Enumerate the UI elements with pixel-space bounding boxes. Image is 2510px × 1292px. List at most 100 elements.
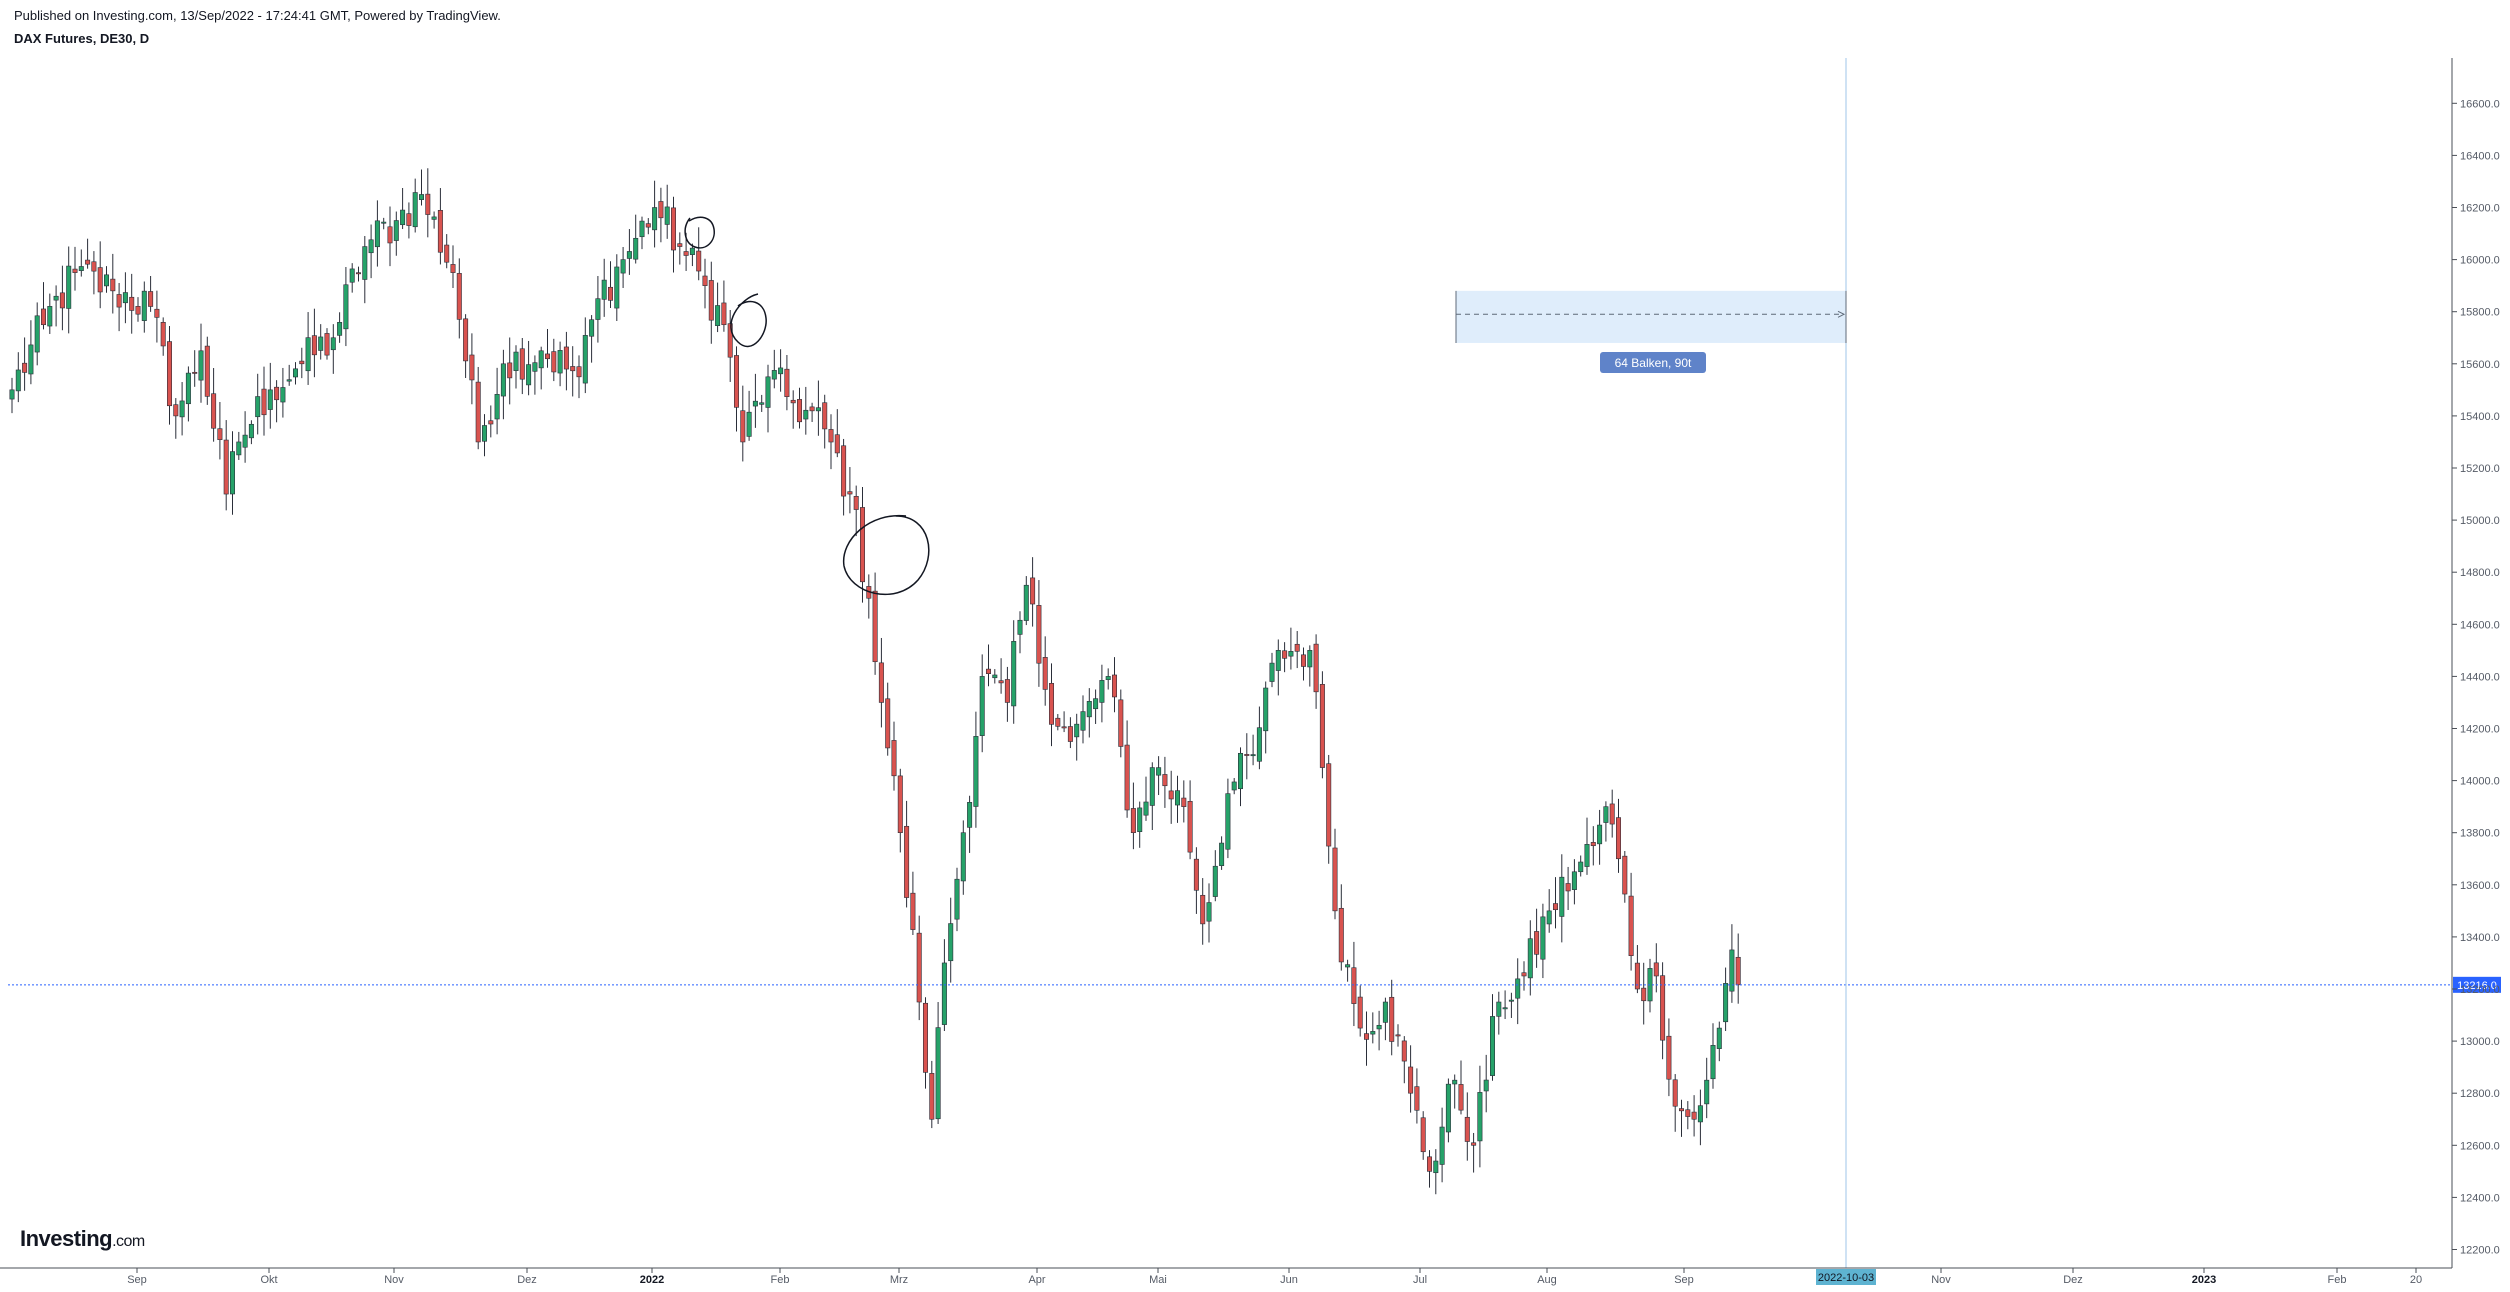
candle-body	[532, 362, 538, 372]
candle-body	[97, 267, 103, 293]
candle-body	[1439, 1126, 1445, 1165]
x-tick-label: Aug	[1537, 1274, 1557, 1286]
candle-body	[412, 192, 418, 228]
candle-body	[1616, 817, 1622, 860]
candle-body	[167, 341, 173, 407]
candle-body	[702, 275, 708, 286]
candle-body	[1256, 727, 1262, 762]
candle-body	[1313, 643, 1319, 693]
candle-body	[173, 404, 179, 417]
candle-body	[1697, 1105, 1703, 1123]
y-tick-label: 14800.0	[2460, 567, 2500, 579]
candle-body	[324, 333, 330, 356]
candle-body	[1030, 577, 1036, 605]
candle-body	[1200, 894, 1206, 925]
candle-body	[778, 367, 784, 375]
candle-body	[1061, 726, 1067, 729]
x-tick-label: 2023	[2192, 1274, 2216, 1286]
candle-body	[979, 676, 985, 736]
x-tick-label: Okt	[260, 1274, 277, 1286]
candle-body	[261, 388, 267, 416]
candle-body	[1490, 1016, 1496, 1076]
candle-body	[1527, 938, 1533, 979]
candle-body	[1515, 978, 1521, 999]
candle-body	[1219, 842, 1225, 866]
x-tick-label: Sep	[127, 1274, 147, 1286]
y-tick-label: 14000.0	[2460, 776, 2500, 788]
candle-body	[1603, 806, 1609, 823]
candle-body	[242, 434, 248, 448]
candle-body	[349, 268, 355, 283]
candle-body	[1710, 1045, 1716, 1080]
candle-body	[589, 319, 595, 337]
candle-body	[1691, 1111, 1697, 1120]
candle-body	[9, 389, 15, 400]
candle-body	[1017, 619, 1023, 635]
candle-body	[689, 247, 695, 255]
y-tick-label: 14600.0	[2460, 619, 2500, 631]
candle-body	[463, 318, 469, 362]
candle-body	[1105, 676, 1111, 680]
candle-body	[1716, 1027, 1722, 1049]
candle-body	[223, 439, 229, 495]
candle-body	[834, 434, 840, 454]
candle-body	[878, 662, 884, 703]
candle-body	[1672, 1079, 1678, 1107]
projection-date-label: 2022-10-03	[1818, 1272, 1874, 1284]
y-tick-label: 16600.0	[2460, 98, 2500, 110]
candle-body	[1357, 996, 1363, 1029]
candle-body	[1521, 972, 1527, 977]
candle-body	[841, 445, 847, 497]
candle-body	[1452, 1079, 1458, 1085]
candle-body	[204, 345, 210, 397]
candle-body	[1067, 726, 1073, 742]
candle-body	[141, 290, 147, 321]
y-tick-label: 15400.0	[2460, 411, 2500, 423]
candle-body	[1559, 876, 1565, 917]
candle-body	[1464, 1116, 1470, 1142]
candle-body	[494, 394, 500, 420]
candle-body	[954, 878, 960, 920]
y-tick-label: 12800.0	[2460, 1088, 2500, 1100]
candle-body	[941, 962, 947, 1025]
candle-body	[853, 496, 859, 510]
candle-body	[1238, 752, 1244, 790]
candle-body	[355, 272, 361, 275]
y-tick-label: 15200.0	[2460, 463, 2500, 475]
candle-body	[337, 322, 343, 336]
candle-body	[248, 423, 254, 439]
candles-layer	[9, 168, 1741, 1195]
x-tick-label: Mrz	[890, 1274, 908, 1286]
candle-body	[551, 351, 557, 373]
candle-body	[1345, 964, 1351, 968]
candle-body	[1427, 1156, 1433, 1172]
candle-body	[217, 428, 223, 440]
candle-body	[570, 366, 576, 372]
candle-body	[34, 315, 40, 353]
candle-body	[122, 292, 128, 304]
candle-body	[1143, 801, 1149, 816]
candle-body	[1175, 790, 1181, 806]
candle-body	[1364, 1033, 1370, 1040]
x-tick-label: Dez	[517, 1274, 537, 1286]
candle-body	[904, 825, 910, 898]
candle-body	[1420, 1117, 1426, 1153]
candle-body	[727, 323, 733, 358]
candle-body	[1307, 650, 1313, 668]
candle-body	[1401, 1040, 1407, 1062]
candle-body	[809, 406, 815, 412]
candle-body	[1080, 711, 1086, 731]
candle-body	[330, 337, 336, 351]
candle-body	[998, 680, 1004, 684]
candle-body	[1004, 679, 1010, 703]
candle-body	[286, 379, 292, 382]
candle-body	[22, 362, 28, 373]
annotation-circle-1	[684, 216, 715, 249]
candle-body	[759, 402, 765, 405]
candle-body	[1263, 687, 1269, 732]
candle-body	[1338, 907, 1344, 963]
candle-body	[1477, 1092, 1483, 1142]
candle-body	[1704, 1079, 1710, 1105]
candle-body	[387, 226, 393, 244]
